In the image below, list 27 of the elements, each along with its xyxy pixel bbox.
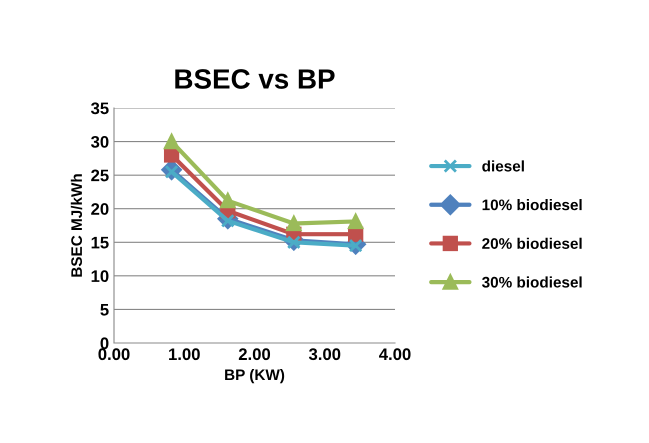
legend-label: 10% biodiesel	[482, 199, 582, 210]
y-tick-label: 5	[100, 304, 109, 316]
chart-title: BSEC vs BP	[175, 69, 335, 89]
x-tick-label: 1.00	[169, 348, 200, 360]
point	[286, 216, 302, 232]
legend-label: 30% biodiesel	[482, 276, 582, 288]
point	[164, 134, 180, 150]
point	[348, 214, 364, 230]
x-tick-label: 4.00	[379, 348, 411, 360]
y-tick-label: 35	[90, 102, 109, 114]
y-tick-label: 0	[100, 337, 108, 350]
point	[348, 238, 363, 253]
y-axis-title: BSEC MJ/kWh	[70, 174, 82, 277]
x-tick-label: 3.00	[308, 348, 340, 360]
y-tick-label: 20	[91, 203, 108, 215]
point	[220, 193, 236, 208]
point	[286, 235, 301, 250]
y-tick-label: 30	[90, 136, 108, 148]
y-tick-label: 10	[92, 270, 108, 282]
x-tick-label: 2.00	[238, 348, 270, 360]
x-tick-label: 0.00	[98, 348, 130, 360]
y-tick-label: 25	[91, 170, 109, 182]
x-axis-title: BP (KW)	[225, 368, 284, 384]
legend-label: 20% biodiesel	[482, 238, 582, 249]
point	[220, 214, 235, 228]
y-tick-label: 15	[92, 236, 109, 248]
legend-label: diesel	[482, 160, 524, 172]
